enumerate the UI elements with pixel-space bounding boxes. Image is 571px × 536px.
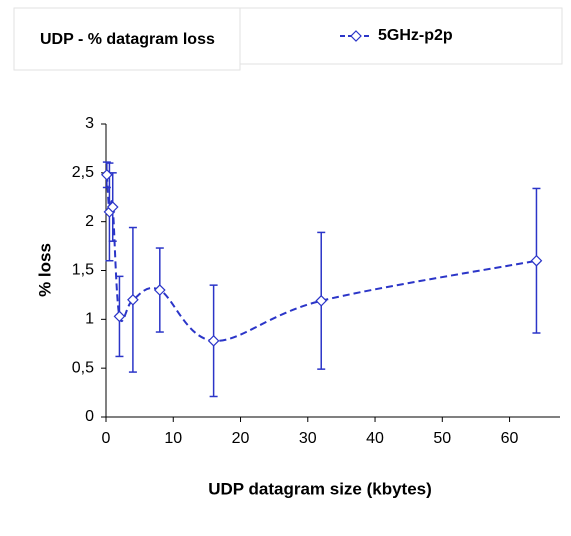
chart-title: UDP - % datagram loss bbox=[40, 31, 215, 48]
x-tick-label: 60 bbox=[501, 430, 519, 447]
marker bbox=[315, 294, 328, 307]
y-tick-label: 1,5 bbox=[72, 262, 94, 279]
series-line bbox=[105, 174, 537, 342]
y-axis-label: % loss bbox=[35, 243, 54, 297]
y-tick-label: 2 bbox=[85, 213, 94, 230]
marker bbox=[153, 284, 166, 296]
title-box bbox=[13, 7, 241, 71]
legend-label: 5GHz-p2p bbox=[378, 27, 453, 44]
x-axis-label: UDP datagram size (kbytes) bbox=[208, 479, 432, 498]
x-tick-label: 10 bbox=[164, 430, 182, 447]
x-tick-label: 40 bbox=[366, 430, 384, 447]
legend-marker bbox=[350, 30, 362, 42]
marker bbox=[106, 201, 119, 213]
marker bbox=[113, 310, 126, 323]
marker bbox=[530, 254, 543, 267]
x-tick-label: 20 bbox=[232, 430, 250, 447]
x-tick-label: 30 bbox=[299, 430, 317, 447]
y-tick-label: 1 bbox=[85, 311, 94, 328]
y-tick-label: 0,5 bbox=[72, 359, 94, 376]
marker bbox=[207, 334, 220, 347]
y-tick-label: 0 bbox=[85, 408, 94, 425]
marker bbox=[127, 293, 139, 306]
y-tick-label: 2,5 bbox=[72, 164, 94, 181]
legend-box bbox=[239, 7, 563, 65]
x-tick-label: 50 bbox=[433, 430, 451, 447]
marker bbox=[101, 168, 113, 181]
x-tick-label: 0 bbox=[102, 430, 111, 447]
y-tick-label: 3 bbox=[85, 115, 94, 132]
